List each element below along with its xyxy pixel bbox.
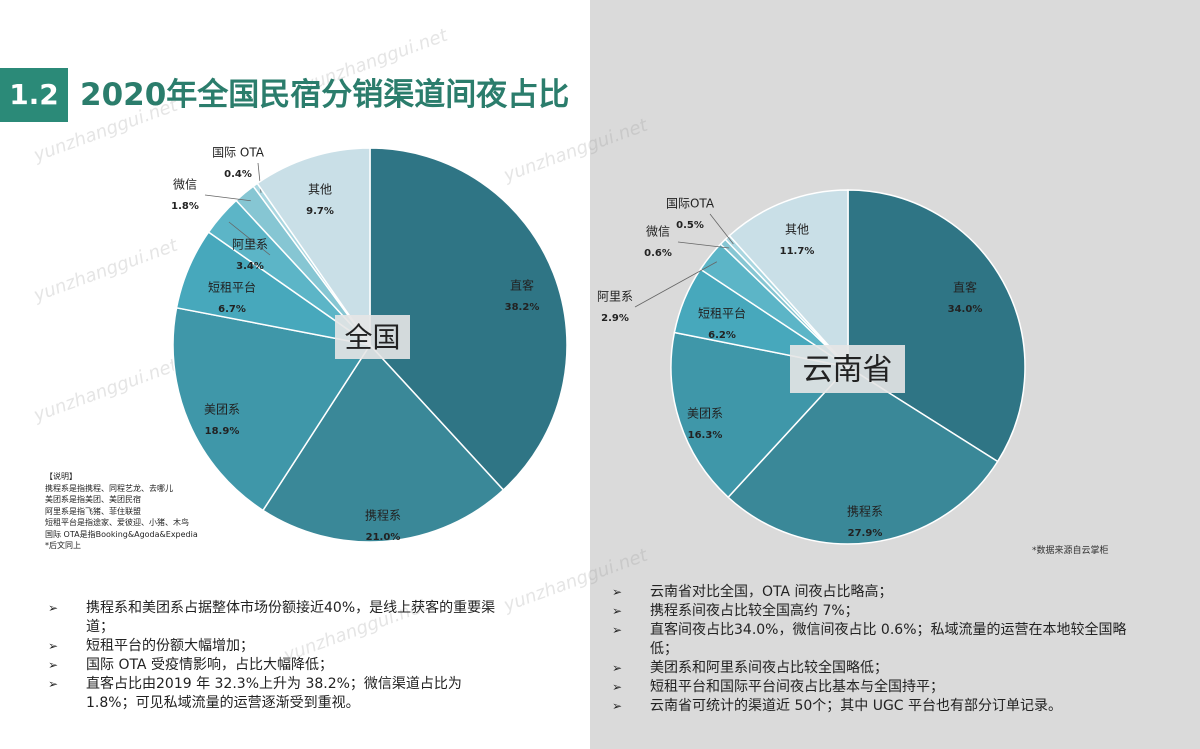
slice-label: 携程系 (365, 508, 401, 523)
bullet: 美团系和阿里系间夜占比较全国略低； (612, 659, 1132, 678)
slice-value: 34.0% (948, 304, 983, 315)
slice-value: 0.6% (644, 248, 672, 259)
pie-slice (728, 189, 849, 369)
slice-value: 0.4% (224, 169, 252, 180)
slice-value: 2.9% (601, 313, 629, 324)
source: *数据来源自云掌柜 (1032, 546, 1109, 556)
note-line: 携程系是指携程、同程艺龙、去哪儿 (45, 483, 173, 493)
note-line: 【说明】 (45, 472, 77, 481)
leader-line (228, 221, 271, 256)
center-box (790, 345, 905, 393)
pie-slice (727, 366, 999, 545)
slice-label: 直客 (953, 280, 977, 295)
slice-value: 6.7% (218, 304, 246, 315)
pie-slice (847, 189, 1026, 463)
slice-label: 微信 (646, 225, 670, 239)
center-label: 全国 (344, 321, 400, 354)
slice-label: 短租平台 (698, 306, 746, 321)
pie-slice (256, 147, 371, 348)
slice-value: 27.9% (848, 528, 883, 539)
bullet: 直客间夜占比34.0%，微信间夜占比 0.6%；私域流量的运营在本地较全国略低； (612, 621, 1132, 659)
slice-label: 阿里系 (232, 238, 268, 252)
leader-line (677, 241, 730, 249)
slice-value: 6.2% (708, 330, 736, 341)
bullet: 云南省对比全国，OTA 间夜占比略高； (612, 583, 1132, 602)
page-title: 2020年全国民宿分销渠道间夜占比 (80, 77, 570, 113)
pie-slice (261, 343, 505, 543)
bullet: 云南省可统计的渠道近 50个；其中 UGC 平台也有部分订单记录。 (612, 697, 1132, 716)
leader-line (204, 194, 251, 202)
slice-label: 美团系 (204, 403, 240, 417)
slice-value: 1.8% (171, 201, 199, 212)
slice-label: 其他 (785, 223, 809, 237)
slice-label: 国际OTA (666, 197, 715, 211)
slice-value: 38.2% (505, 302, 540, 313)
bullet: 国际 OTA 受疫情影响，占比大幅降低； (48, 656, 508, 675)
slice-value: 0.5% (676, 220, 704, 231)
slice-value: 11.7% (780, 246, 815, 257)
note-line: 短租平台是指途家、爱彼迎、小猪、木鸟 (45, 518, 189, 527)
slice-label: 其他 (308, 183, 332, 197)
slice-label: 直客 (510, 278, 534, 293)
bullet: 携程系和美团系占据整体市场份额接近40%，是线上获客的重要渠道； (48, 599, 508, 637)
section-number: 1.2 (0, 68, 68, 122)
slice-value: 18.9% (205, 426, 240, 437)
bullet: 短租平台的份额大幅增加； (48, 637, 508, 656)
slice-value: 9.7% (306, 206, 334, 217)
slice-value: 3.4% (236, 261, 264, 272)
slice-label: 短租平台 (208, 280, 256, 295)
slice-value: 16.3% (688, 430, 723, 441)
slice-label: 携程系 (847, 504, 883, 519)
center-box (335, 315, 410, 359)
slice-value: 21.0% (366, 532, 401, 543)
bullet: 直客占比由2019 年 32.3%上升为 38.2%；微信渠道占比为 1.8%；… (48, 675, 508, 713)
bullets-left: 携程系和美团系占据整体市场份额接近40%，是线上获客的重要渠道；短租平台的份额大… (48, 599, 508, 713)
leader-line (634, 261, 718, 308)
bullet: 短租平台和国际平台间夜占比基本与全国持平； (612, 678, 1132, 697)
note-line: 阿里系是指飞猪、菲住联盟 (45, 506, 141, 516)
slice-label: 阿里系 (597, 290, 633, 304)
leader-line (709, 213, 734, 245)
bullets-right: 云南省对比全国，OTA 间夜占比略高；携程系间夜占比较全国高约 7%；直客间夜占… (612, 583, 1132, 716)
bullet: 携程系间夜占比较全国高约 7%； (612, 602, 1132, 621)
slice-label: 国际 OTA (212, 146, 265, 160)
note-line: 国际 OTA是指Booking&Agoda&Expedia (45, 529, 198, 539)
note-line: *后文同上 (45, 541, 81, 550)
notes: 【说明】携程系是指携程、同程艺龙、去哪儿 美团系是指美团、美团民宿 阿里系是指飞猪、… (45, 471, 198, 552)
pie-slice (172, 306, 372, 512)
slice-label: 美团系 (687, 407, 723, 421)
center-label: 云南省 (803, 353, 893, 388)
pie-slice (369, 147, 568, 492)
note-line: 美团系是指美团、美团民宿 (45, 495, 141, 504)
slice-label: 微信 (173, 178, 197, 192)
